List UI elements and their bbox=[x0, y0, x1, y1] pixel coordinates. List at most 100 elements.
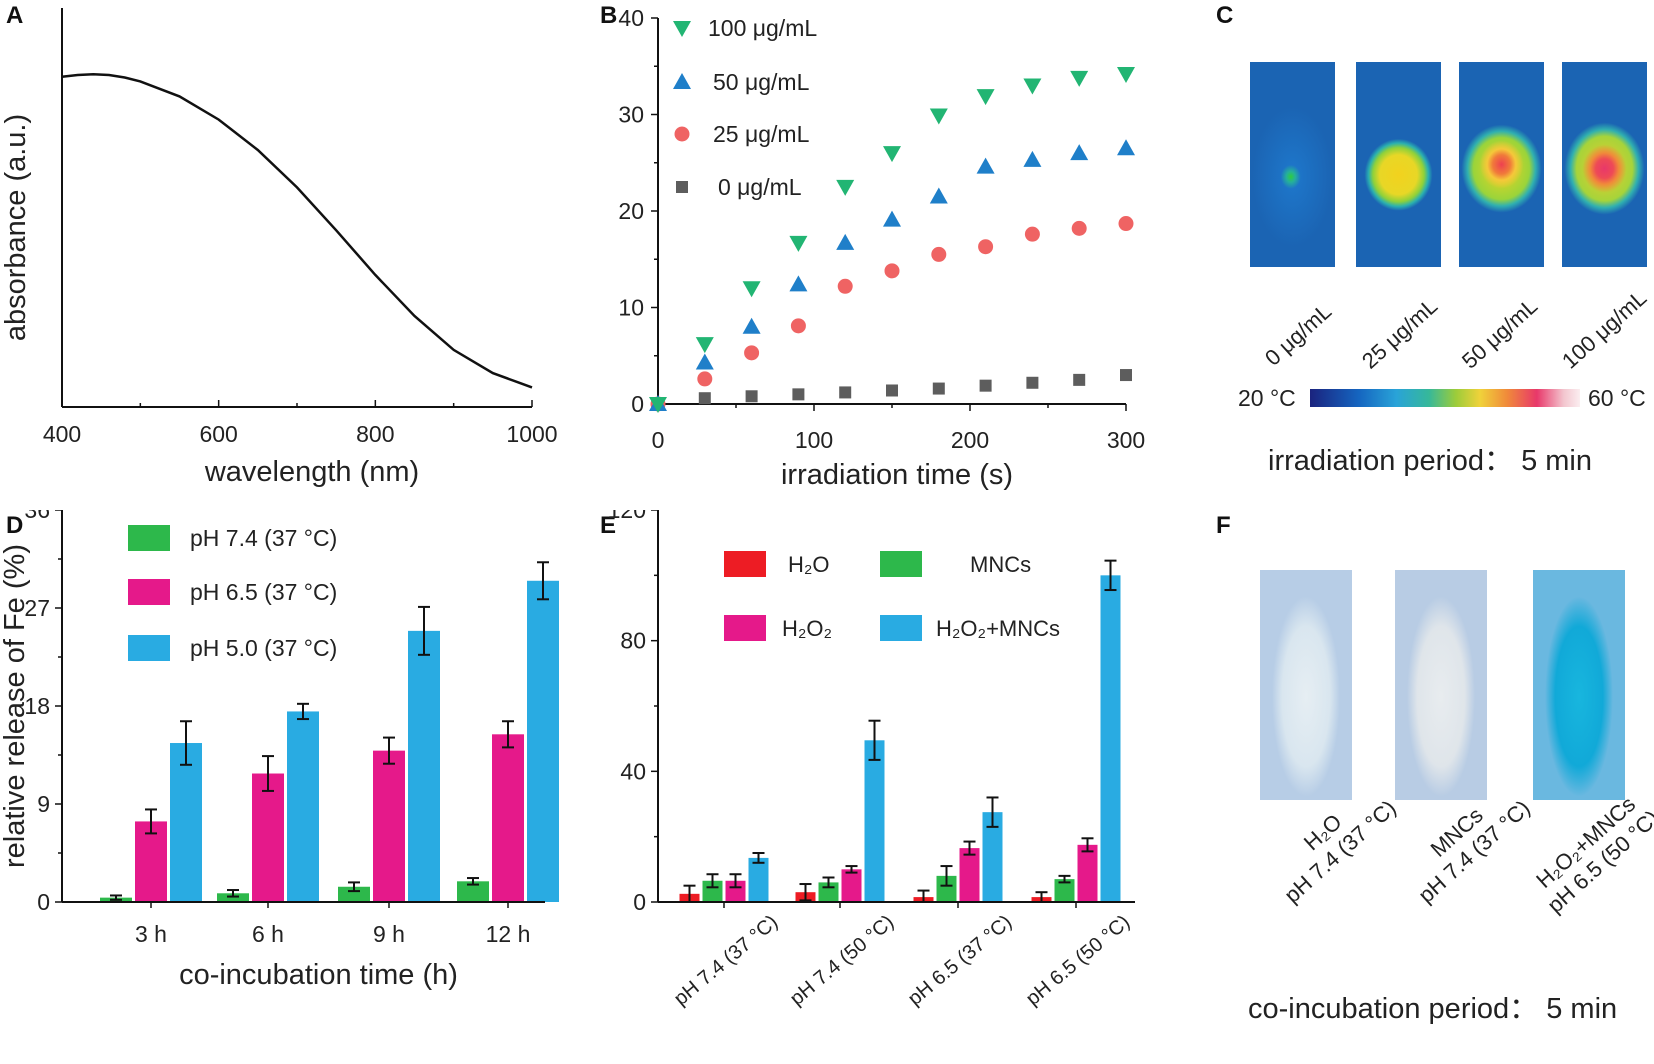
data-point bbox=[1117, 66, 1135, 83]
bar bbox=[170, 743, 202, 902]
data-point bbox=[884, 263, 900, 279]
bar bbox=[982, 812, 1003, 902]
y-tick-label: 40 bbox=[618, 5, 644, 31]
y-tick-label: 120 bbox=[608, 510, 646, 523]
y-tick-label: 0 bbox=[631, 391, 644, 417]
absorbance-spectrum-chart: 400 600 800 1000 wavelength (nm) absorbance (… bbox=[0, 8, 558, 488]
temperature-colorbar bbox=[1310, 389, 1580, 407]
bar bbox=[527, 580, 559, 902]
data-point bbox=[695, 337, 714, 354]
x-tick-label: 400 bbox=[43, 421, 81, 447]
bar bbox=[725, 880, 746, 902]
data-point bbox=[1024, 226, 1040, 242]
x-tick-label: 1000 bbox=[506, 421, 557, 447]
data-point bbox=[932, 382, 945, 395]
x-tick-label: 300 bbox=[1107, 427, 1145, 453]
data-point bbox=[836, 179, 855, 196]
data-point bbox=[837, 278, 853, 294]
tube-mncs bbox=[1395, 570, 1487, 800]
data-point bbox=[931, 246, 947, 262]
legend-label: H₂O₂ bbox=[782, 616, 832, 641]
absorbance-curve bbox=[61, 73, 533, 389]
panel-letter-e: E bbox=[600, 512, 617, 539]
bar bbox=[135, 821, 167, 902]
co-incubation-caption: co-incubation period： 5 min bbox=[1248, 993, 1618, 1025]
panel-letter-a: A bbox=[6, 2, 24, 29]
y-tick-label: 40 bbox=[620, 758, 646, 784]
data-point bbox=[789, 235, 808, 252]
x-axis-label: wavelength (nm) bbox=[204, 456, 419, 488]
y-tick-label: 80 bbox=[620, 628, 646, 654]
legend-swatch bbox=[724, 615, 766, 641]
y-tick-label: 36 bbox=[24, 510, 50, 523]
fe-release-chart: 0 9 18 27 36 3 h 6 h 9 h 12 h co-incubation time … bbox=[0, 510, 559, 991]
x-tick-label: pH 7.4 (50 °C) bbox=[786, 911, 898, 1010]
data-point bbox=[1023, 150, 1042, 167]
data-point bbox=[836, 233, 855, 250]
legend-marker bbox=[674, 126, 690, 142]
data-point bbox=[976, 157, 995, 174]
data-point bbox=[883, 210, 901, 227]
legend-label: H₂O₂+MNCs bbox=[936, 616, 1060, 641]
panel-letter-d: D bbox=[6, 512, 24, 539]
y-tick-label: 0 bbox=[633, 889, 646, 915]
bar bbox=[959, 848, 980, 902]
x-tick-label: 6 h bbox=[252, 921, 284, 947]
bar bbox=[408, 630, 440, 902]
legend-marker bbox=[676, 181, 688, 193]
data-point bbox=[1118, 216, 1134, 232]
thermal-label-100: 100 μg/mL bbox=[1557, 285, 1652, 374]
data-point bbox=[695, 353, 714, 370]
data-point bbox=[1070, 144, 1089, 161]
panel-letter-c: C bbox=[1216, 2, 1234, 29]
x-tick-label: 9 h bbox=[373, 921, 405, 947]
bar bbox=[217, 893, 249, 902]
legend-swatch bbox=[128, 525, 170, 551]
data-point bbox=[792, 388, 805, 401]
x-tick-label: 12 h bbox=[486, 921, 531, 947]
data-point bbox=[742, 317, 761, 334]
bar bbox=[936, 875, 957, 902]
thermal-label-0: 0 μg/mL bbox=[1260, 298, 1337, 371]
panel-letter-b: B bbox=[600, 2, 618, 29]
data-point bbox=[742, 281, 761, 298]
legend-swatch bbox=[880, 551, 922, 577]
thermal-image-25 bbox=[1356, 62, 1441, 267]
y-tick-label: 0 bbox=[37, 889, 50, 915]
legend-label: H₂O bbox=[788, 552, 830, 577]
y-tick-label: 20 bbox=[618, 198, 644, 224]
data-point bbox=[790, 318, 806, 334]
y-axis-label: absorbance (a.u.) bbox=[0, 114, 32, 341]
data-point bbox=[1023, 78, 1042, 95]
legend-label: pH 5.0 (37 °C) bbox=[190, 635, 337, 661]
data-point bbox=[979, 379, 992, 392]
legend-swatch bbox=[880, 615, 922, 641]
y-axis-label: relative release of Fe (%) bbox=[0, 544, 31, 868]
bar bbox=[373, 750, 405, 902]
colorbar-min-label: 20 °C bbox=[1238, 385, 1296, 411]
bar bbox=[1054, 879, 1075, 902]
data-point bbox=[839, 386, 852, 399]
bar bbox=[748, 857, 769, 902]
data-point bbox=[789, 275, 808, 292]
legend-swatch bbox=[724, 551, 766, 577]
data-point bbox=[1026, 376, 1039, 389]
panel-letter-f: F bbox=[1216, 512, 1231, 539]
thermal-image-50 bbox=[1459, 62, 1544, 267]
x-tick-label: 600 bbox=[199, 421, 237, 447]
legend-label: pH 6.5 (37 °C) bbox=[190, 579, 337, 605]
data-point bbox=[1120, 369, 1132, 382]
legend-label: pH 7.4 (37 °C) bbox=[190, 525, 337, 551]
tube-h2o2-mncs bbox=[1533, 570, 1625, 800]
y-tick-label: 9 bbox=[37, 791, 50, 817]
irradiation-caption: irradiation period： 5 min bbox=[1268, 445, 1592, 477]
bar bbox=[287, 711, 319, 902]
thermal-label-50: 50 μg/mL bbox=[1457, 293, 1543, 374]
data-point bbox=[929, 187, 948, 204]
data-point bbox=[976, 89, 995, 106]
x-tick-label: 200 bbox=[951, 427, 989, 453]
legend-label: 100 μg/mL bbox=[708, 15, 817, 41]
tube-h2o bbox=[1260, 570, 1352, 800]
data-point bbox=[745, 390, 758, 403]
